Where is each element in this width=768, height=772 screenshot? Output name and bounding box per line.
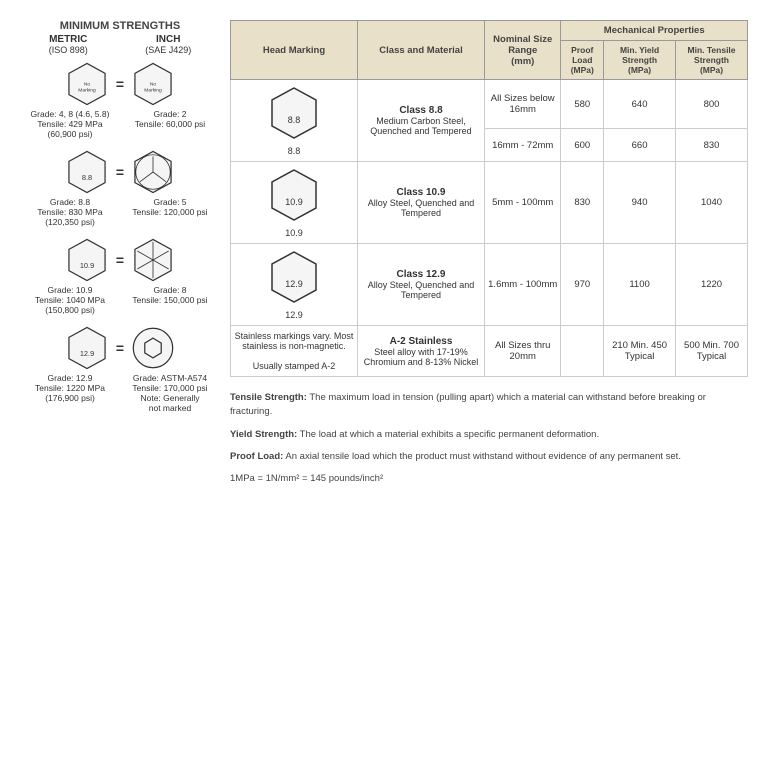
th-head: Head Marking (231, 21, 358, 80)
svg-text:No: No (150, 82, 157, 88)
th-class: Class and Material (358, 21, 485, 80)
th-nom: Nominal Size Range(mm) (485, 21, 561, 80)
hex-pair: 10.9= (20, 237, 220, 283)
table-row: 10.910.9Class 10.9Alloy Steel, Quenched … (231, 162, 748, 244)
th-yield: Min. Yield Strength(MPa) (604, 41, 676, 80)
svg-text:Marking: Marking (144, 87, 162, 93)
svg-text:10.9: 10.9 (285, 197, 303, 207)
hex-icon: 12.9 (64, 325, 110, 371)
svg-text:No: No (84, 82, 91, 88)
hex-icon: 12.9 (266, 297, 322, 308)
hex-icon: NoMarking (130, 61, 176, 107)
hex-icon: 8.8 (266, 133, 322, 144)
hex-icon: 8.8 (64, 149, 110, 195)
hex-icon: 10.9 (64, 237, 110, 283)
table-row: 8.88.8Class 8.8Medium Carbon Steel, Quen… (231, 80, 748, 129)
th-mech: Mechanical Properties (561, 21, 748, 41)
left-title: MINIMUM STRENGTHS (20, 20, 220, 32)
main-container: MINIMUM STRENGTHS METRIC(ISO 898) INCH(S… (20, 20, 748, 494)
svg-text:8.8: 8.8 (288, 115, 301, 125)
right-column: Head Marking Class and Material Nominal … (230, 20, 748, 494)
strength-table: Head Marking Class and Material Nominal … (230, 20, 748, 377)
hex-icon (130, 149, 176, 195)
left-column: MINIMUM STRENGTHS METRIC(ISO 898) INCH(S… (20, 20, 220, 494)
left-headers: METRIC(ISO 898) INCH(SAE J429) (20, 34, 220, 55)
hex-pair: 12.9= (20, 325, 220, 371)
hex-icon (130, 325, 176, 371)
hex-icon: NoMarking (64, 61, 110, 107)
svg-text:Marking: Marking (78, 87, 96, 93)
hex-icon: 10.9 (266, 215, 322, 226)
svg-text:8.8: 8.8 (82, 173, 92, 182)
svg-text:12.9: 12.9 (285, 279, 303, 289)
table-row: Stainless markings vary. Most stainless … (231, 326, 748, 377)
th-tensile: Min. Tensile Strength(MPa) (676, 41, 748, 80)
th-proof: Proof Load(MPa) (561, 41, 604, 80)
hex-pair: 8.8= (20, 149, 220, 195)
hex-icon (130, 237, 176, 283)
svg-text:10.9: 10.9 (80, 261, 94, 270)
svg-text:12.9: 12.9 (80, 349, 94, 358)
definitions: Tensile Strength: The maximum load in te… (230, 391, 748, 486)
hex-pair: NoMarking=NoMarking (20, 61, 220, 107)
table-row: 12.912.9Class 12.9Alloy Steel, Quenched … (231, 244, 748, 326)
